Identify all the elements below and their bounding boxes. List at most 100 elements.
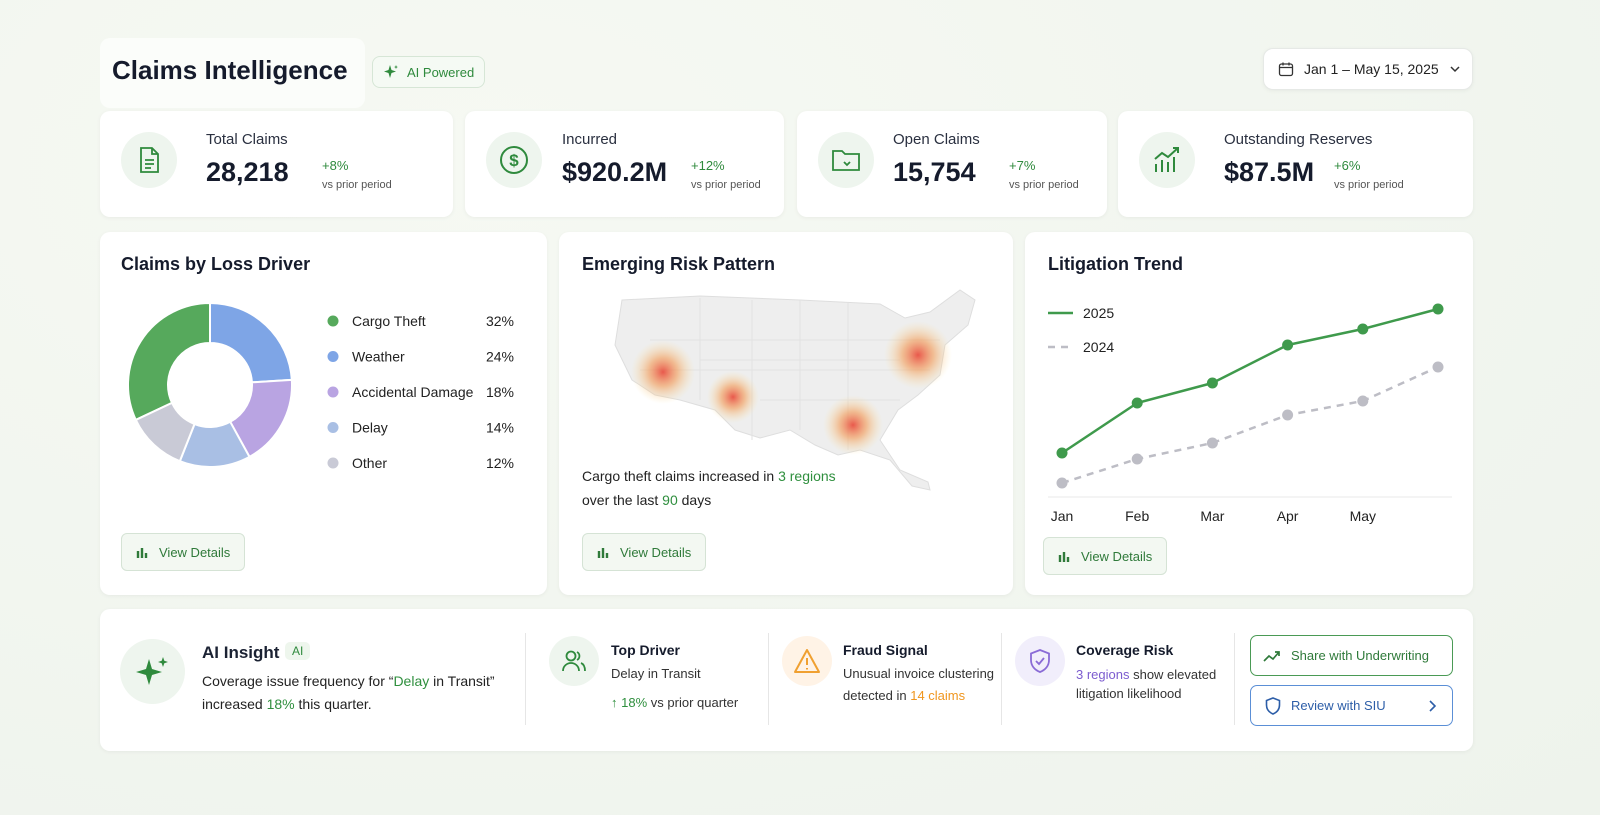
kpi-change: +7% bbox=[1009, 158, 1036, 173]
highlight: 3 regions bbox=[1076, 667, 1130, 682]
summary-highlight: 3 regions bbox=[778, 468, 836, 484]
ai-tag: AI bbox=[285, 642, 311, 660]
note: vs prior quarter bbox=[650, 695, 739, 710]
line-point bbox=[1056, 477, 1068, 489]
kpi-note: vs prior period bbox=[322, 179, 392, 191]
text: litigation likelihood bbox=[1076, 686, 1182, 701]
warning-icon bbox=[782, 636, 832, 686]
kpi-icon bbox=[818, 132, 874, 188]
line-point bbox=[1131, 397, 1143, 409]
divider bbox=[525, 633, 526, 725]
legend-value: 24% bbox=[486, 349, 514, 365]
kpi-change: +8% bbox=[322, 158, 349, 173]
legend-label: Accidental Damage bbox=[352, 384, 474, 400]
line-point bbox=[1056, 447, 1068, 459]
people-icon bbox=[549, 636, 599, 686]
insight-bar bbox=[100, 609, 1473, 751]
insight-title: AI Insight bbox=[202, 643, 280, 662]
trend-icon bbox=[1263, 650, 1280, 662]
text: in Transit” bbox=[429, 673, 495, 689]
kpi-note: vs prior period bbox=[1009, 179, 1079, 191]
signal-title: Coverage Risk bbox=[1076, 642, 1174, 658]
us-map bbox=[614, 289, 976, 491]
line-point bbox=[1357, 323, 1369, 335]
chevron-icon bbox=[1450, 66, 1460, 73]
button-label: View Details bbox=[159, 544, 231, 560]
legend-dot bbox=[327, 315, 339, 327]
view-details-button[interactable]: View Details bbox=[121, 533, 246, 571]
signal-text: 3 regions show elevated litigation likeli… bbox=[1076, 663, 1236, 703]
summary-highlight: 90 bbox=[662, 492, 678, 508]
kpi-value: $87.5M bbox=[1224, 157, 1315, 187]
sparkle-icon bbox=[384, 65, 398, 78]
risk-summary: Cargo theft claims increased in 3 region… bbox=[582, 464, 882, 512]
legend-label: Other bbox=[352, 455, 387, 471]
date-picker[interactable]: Jan 1 – May 15, 2025 bbox=[1263, 48, 1473, 90]
donut-slice bbox=[209, 301, 293, 384]
arrow: ↑ bbox=[611, 695, 622, 710]
text: Unusual invoice clustering bbox=[843, 666, 995, 681]
legend-value: 18% bbox=[486, 384, 514, 400]
line-point bbox=[1206, 437, 1218, 449]
x-tick-label: Feb bbox=[1125, 508, 1149, 524]
bar-icon bbox=[1058, 551, 1070, 562]
kpi-note: vs prior period bbox=[1334, 179, 1404, 191]
kpi-change: +6% bbox=[1334, 158, 1361, 173]
x-tick-label: May bbox=[1350, 508, 1376, 524]
summary-text: days bbox=[677, 492, 712, 508]
text: increased bbox=[202, 696, 267, 712]
highlight: Delay bbox=[393, 673, 430, 689]
kpi-icon: $ bbox=[486, 132, 542, 188]
kpi-value: 15,754 bbox=[893, 157, 976, 187]
kpi-icon bbox=[1139, 132, 1195, 188]
button-label: Share with Underwriting bbox=[1291, 648, 1430, 663]
legend-value: 12% bbox=[486, 455, 514, 471]
text: detected in bbox=[843, 688, 911, 703]
panel-title: Litigation Trend bbox=[1048, 254, 1183, 274]
chevron-icon bbox=[1429, 699, 1437, 712]
legend-label: Cargo Theft bbox=[352, 313, 426, 329]
summary-text: over the last bbox=[582, 492, 663, 508]
bar-icon bbox=[597, 547, 609, 558]
highlight: 18% bbox=[266, 696, 295, 712]
text: this quarter. bbox=[294, 696, 372, 712]
signal-title: Top Driver bbox=[611, 642, 680, 658]
signal-text: Delay in Transit bbox=[611, 666, 701, 681]
calendar-icon bbox=[1278, 62, 1294, 77]
line-point bbox=[1131, 453, 1143, 465]
view-details-button[interactable]: View Details bbox=[1043, 537, 1168, 575]
bar-icon bbox=[136, 547, 148, 558]
donut-slice bbox=[127, 301, 211, 422]
line-point bbox=[1432, 303, 1444, 315]
signal-text: Unusual invoice clustering detected in 14… bbox=[843, 663, 1003, 707]
line-point bbox=[1206, 377, 1218, 389]
text: show elevated bbox=[1129, 667, 1217, 682]
kpi-value: $920.2M bbox=[562, 157, 668, 187]
line-point bbox=[1282, 339, 1294, 351]
kpi-label: Outstanding Reserves bbox=[1224, 131, 1373, 148]
kpi-label: Incurred bbox=[562, 131, 618, 148]
kpi-label: Open Claims bbox=[893, 131, 980, 148]
share-button[interactable]: Share with Underwriting bbox=[1250, 635, 1453, 676]
legend-label: Delay bbox=[352, 420, 388, 436]
kpi-note: vs prior period bbox=[691, 179, 761, 191]
date-range: Jan 1 – May 15, 2025 bbox=[1304, 61, 1439, 77]
panel-title: Emerging Risk Pattern bbox=[582, 254, 776, 274]
signal-change: ↑ 18% vs prior quarter bbox=[611, 692, 738, 714]
signal-title: Fraud Signal bbox=[843, 642, 928, 658]
review-button[interactable]: Review with SIU bbox=[1250, 685, 1453, 726]
badge-text: AI Powered bbox=[407, 64, 475, 80]
legend-value: 14% bbox=[486, 420, 514, 436]
insight-icon bbox=[120, 639, 185, 704]
divider bbox=[768, 633, 769, 725]
ai-badge: AI Powered bbox=[372, 56, 485, 88]
shield-icon bbox=[1265, 696, 1281, 715]
line-series bbox=[1061, 307, 1439, 455]
summary-text: Cargo theft claims increased in bbox=[582, 468, 779, 484]
legend-dot bbox=[327, 422, 339, 433]
legend-label: 2025 bbox=[1083, 305, 1114, 321]
view-details-button[interactable]: View Details bbox=[582, 533, 707, 571]
kpi-value: 28,218 bbox=[206, 157, 289, 187]
legend-label: Weather bbox=[352, 349, 405, 365]
